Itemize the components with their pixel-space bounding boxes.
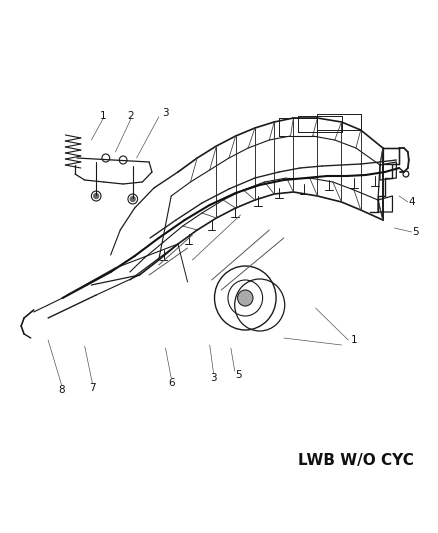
Circle shape	[131, 197, 135, 201]
Circle shape	[237, 290, 253, 306]
Text: 7: 7	[89, 383, 95, 393]
Text: 1: 1	[351, 335, 357, 345]
Text: 4: 4	[408, 197, 415, 207]
Text: 5: 5	[412, 227, 419, 237]
Circle shape	[94, 193, 99, 198]
Text: LWB W/O CYC: LWB W/O CYC	[298, 453, 414, 467]
Text: 5: 5	[235, 370, 242, 380]
Text: 1: 1	[99, 111, 106, 121]
Text: 3: 3	[210, 373, 217, 383]
Text: 3: 3	[162, 108, 169, 118]
Text: 8: 8	[58, 385, 65, 395]
Text: 6: 6	[168, 378, 174, 388]
Text: 2: 2	[127, 111, 134, 121]
